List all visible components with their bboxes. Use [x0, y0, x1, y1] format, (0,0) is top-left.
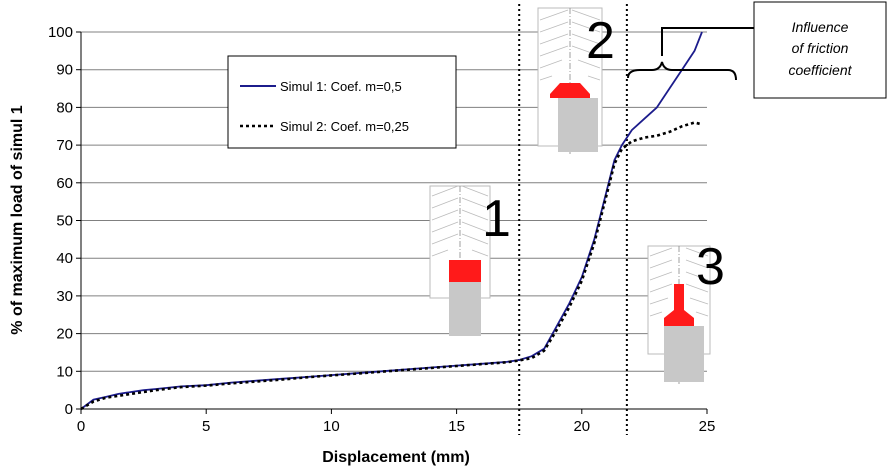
legend: Simul 1: Coef. m=0,5 Simul 2: Coef. m=0,…: [227, 55, 457, 149]
y-axis-ticks: 0 10 20 30 40 50 60 70 80 90 100: [48, 24, 81, 418]
stage-3-hatch: [649, 247, 709, 317]
y-tick-label-80: 80: [56, 99, 73, 116]
series-line-simul-2: [80, 121, 703, 411]
stage-1-diagram: 1: [429, 185, 511, 336]
stage-illustrations: 1 2: [429, 7, 725, 386]
y-tick-label-30: 30: [56, 288, 73, 305]
stage-2-deformed-zone: [550, 83, 590, 98]
annotation-leader: [661, 27, 754, 56]
stage-1-billet: [449, 282, 481, 336]
friction-annotation: Influence of friction coefficient: [627, 1, 887, 99]
y-tick-label-50: 50: [56, 213, 73, 230]
stage-3-deformed-zone: [664, 284, 694, 326]
y-tick-label-20: 20: [56, 326, 73, 343]
y-tick-label-10: 10: [56, 363, 73, 380]
stage-3-label: 3: [696, 238, 725, 296]
stage-1-label: 1: [482, 190, 511, 248]
annotation-box: [753, 1, 887, 99]
y-tick-label-90: 90: [56, 62, 73, 79]
stage-2-diagram: 2: [537, 7, 615, 154]
series-group: [80, 31, 703, 411]
stage-2-billet: [558, 98, 598, 152]
y-tick-label-40: 40: [56, 250, 73, 267]
annotation-line-1: Influence: [792, 19, 849, 35]
y-axis-title: % of maximum load of simul 1: [9, 105, 26, 334]
y-tick-label-60: 60: [56, 175, 73, 192]
x-tick-label-25: 25: [699, 418, 716, 435]
x-tick-label-15: 15: [448, 418, 465, 435]
annotation-line-3: coefficient: [788, 62, 852, 78]
x-tick-label-5: 5: [202, 418, 210, 435]
stage-3-diagram: 3: [647, 238, 725, 386]
x-axis-title: Displacement (mm): [322, 449, 470, 466]
stage-markers: [518, 4, 628, 435]
legend-box: [227, 55, 457, 149]
stage-1-deformed-zone: [449, 260, 481, 282]
x-tick-label-20: 20: [573, 418, 590, 435]
annotation-line-2: of friction: [792, 40, 849, 56]
y-tick-label-70: 70: [56, 137, 73, 154]
stage-3-billet: [664, 326, 704, 382]
x-tick-label-10: 10: [323, 418, 340, 435]
stage-2-label: 2: [586, 12, 615, 70]
stage-1-hatch: [431, 185, 489, 257]
x-tick-label-0: 0: [77, 418, 85, 435]
stage-2-hatch: [539, 9, 601, 81]
annotation-brace: [627, 61, 737, 81]
y-tick-label-0: 0: [65, 401, 73, 418]
x-axis-ticks: 0 5 10 15 20 25: [77, 409, 716, 435]
legend-label-simul-1: Simul 1: Coef. m=0,5: [280, 79, 402, 94]
legend-label-simul-2: Simul 2: Coef. m=0,25: [280, 119, 409, 134]
y-tick-label-100: 100: [48, 24, 73, 41]
